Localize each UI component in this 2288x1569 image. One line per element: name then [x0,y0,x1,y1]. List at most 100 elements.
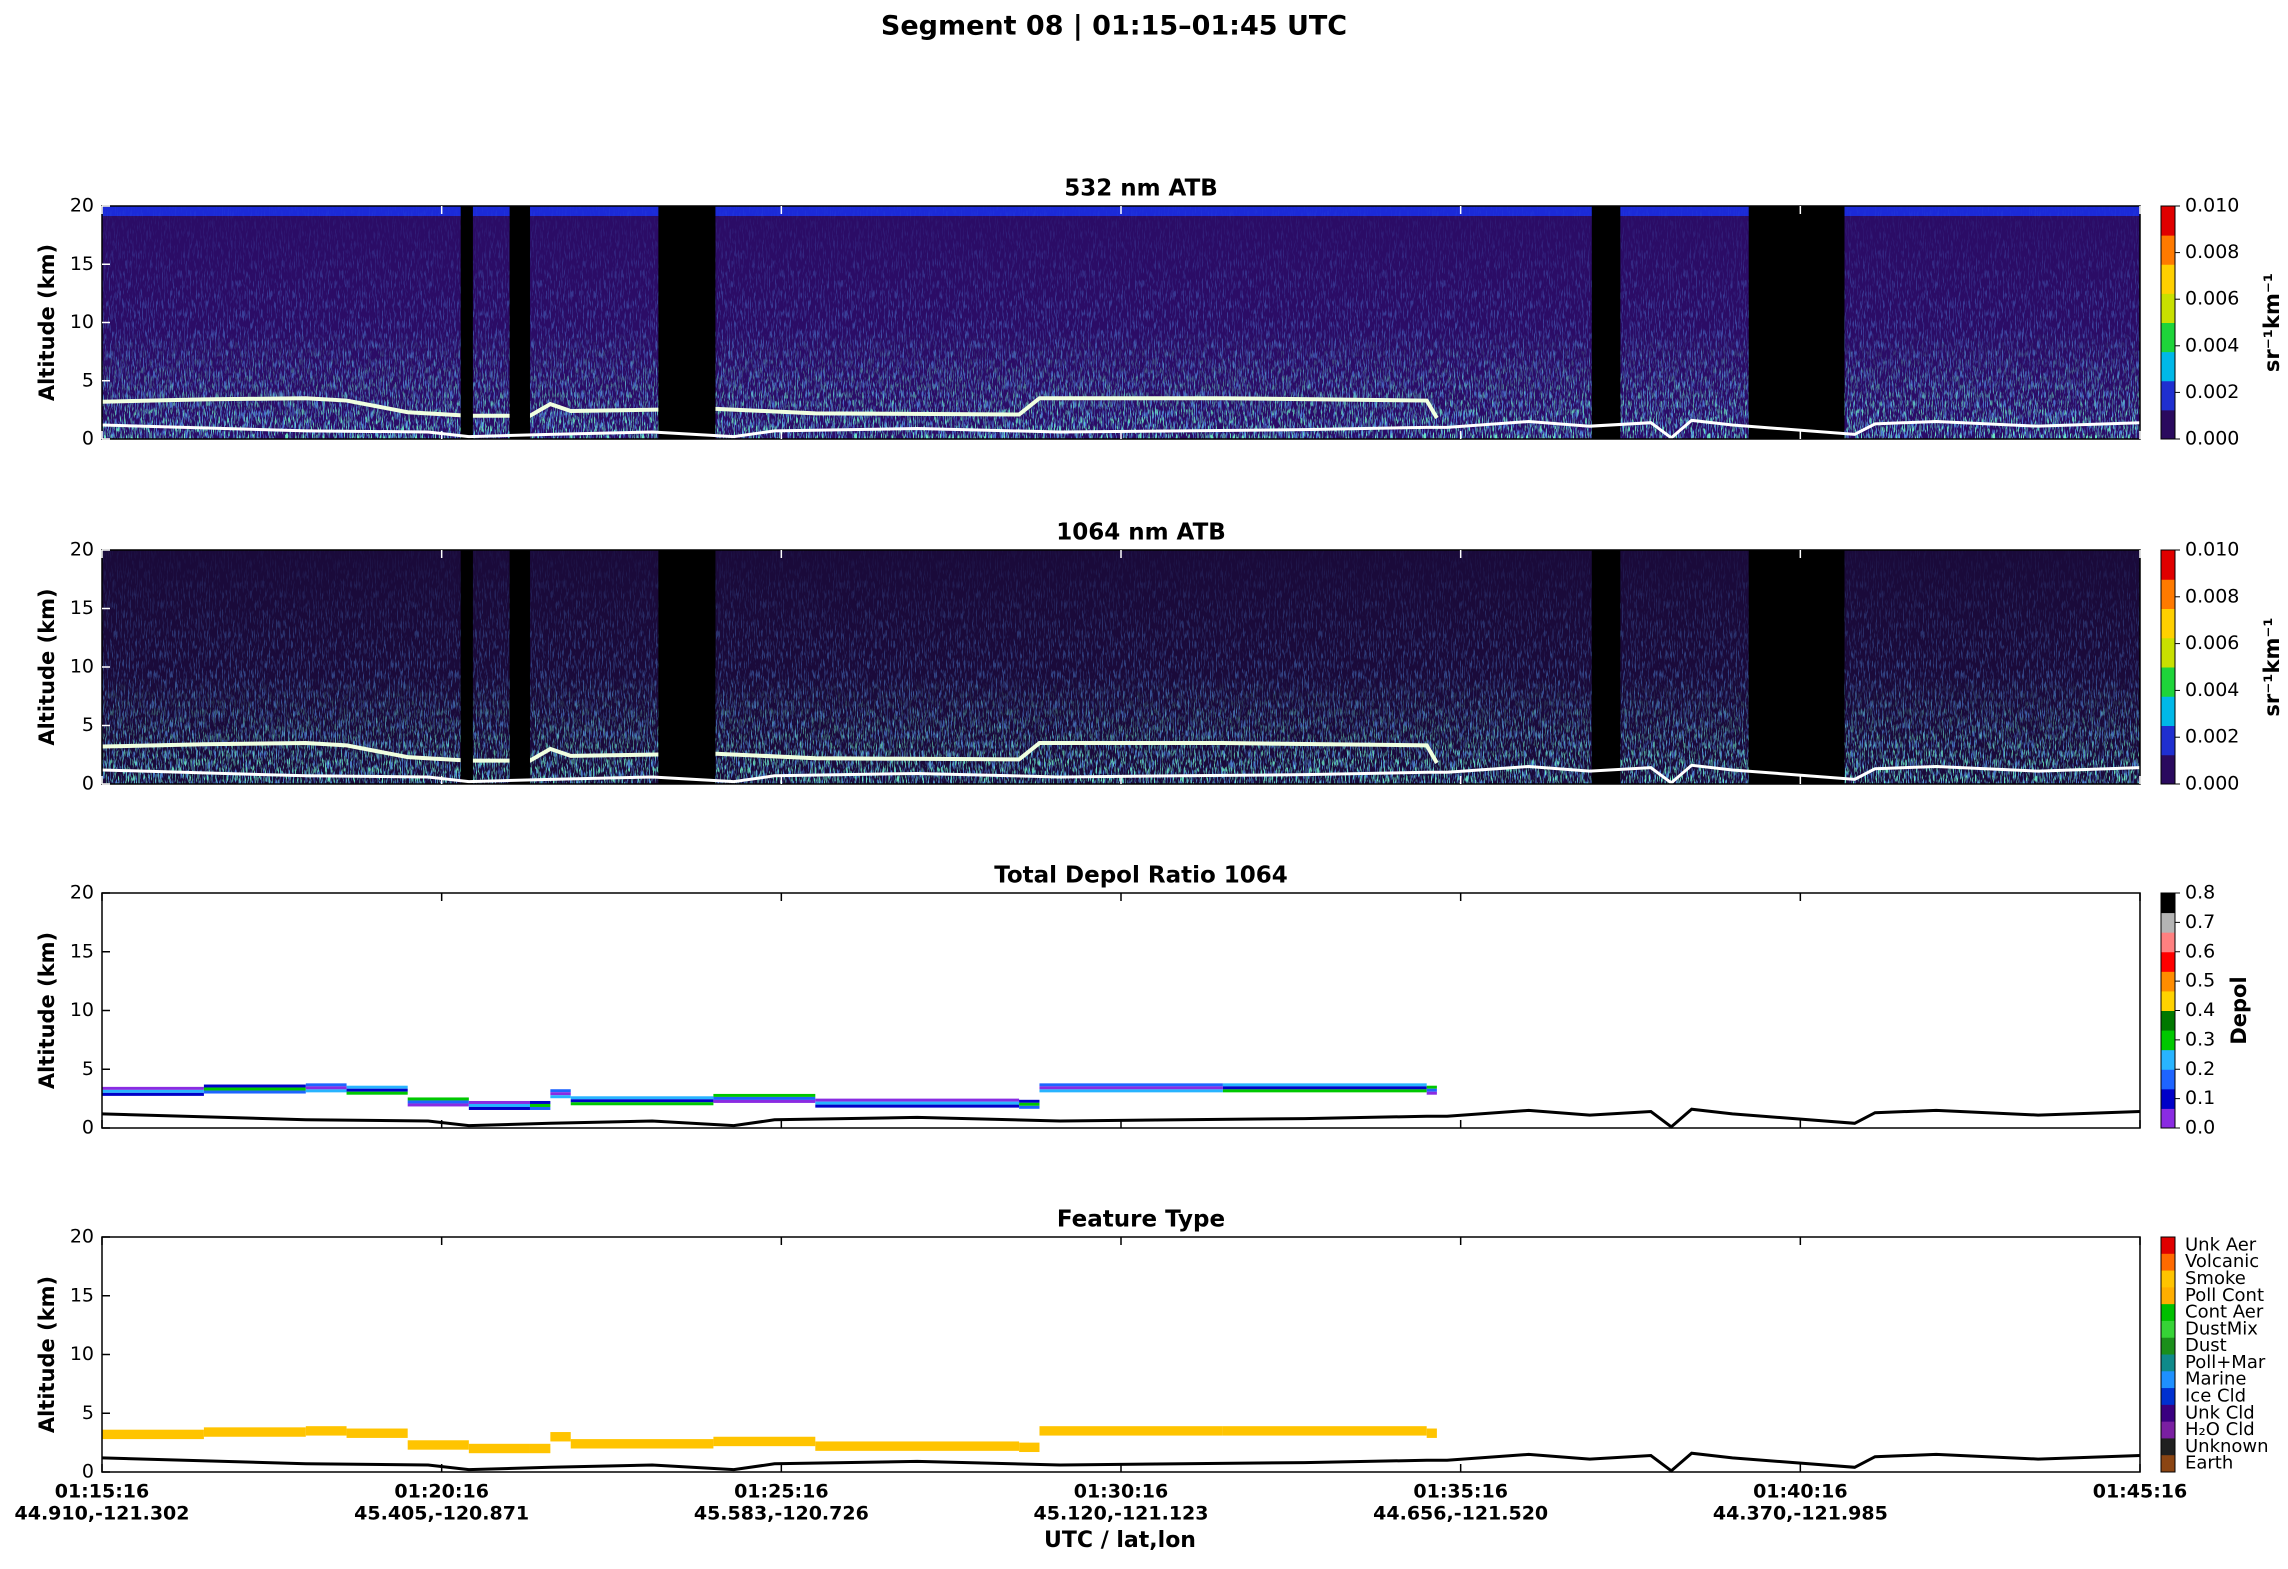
colorbar-tick-label: 0.004 [2185,334,2239,356]
y-tick-label: 10 [70,1343,94,1365]
depol-streak [1019,1105,1040,1109]
depol-streak [1426,1088,1437,1092]
y-tick-label: 15 [70,1284,94,1306]
colorbar-cell [2161,550,2175,580]
depol-streak [550,1095,571,1099]
y-tick-label: 20 [70,539,94,561]
feature-block [102,1429,204,1440]
x-tick-label: 01:15:16 [55,1481,150,1503]
y-tick-label: 5 [82,1058,94,1080]
colorbar-label: sr⁻¹km⁻¹ [2260,617,2284,716]
depol-streak [346,1091,408,1095]
depol-streak [468,1106,530,1110]
data-gap [658,206,716,439]
colorbar-class-label: Unknown [2185,1436,2269,1457]
depol-streak [529,1106,551,1110]
feature-block [550,1432,571,1442]
depol-streak [529,1103,551,1107]
depol-streak [713,1096,816,1100]
colorbar-tick-label: 0.006 [2185,288,2239,310]
panel [101,892,2141,1129]
panel-title: Feature Type [1057,1207,1225,1233]
feature-block [1019,1442,1040,1453]
data-gap [658,550,716,784]
colorbar-cell [2161,754,2175,785]
colorbar-class-label: Unk Cld [2185,1402,2255,1423]
depol-streak [468,1103,530,1107]
depol-streak [1222,1086,1427,1090]
colorbar-cell [2161,1069,2175,1090]
ground-line [101,763,2141,785]
y-axis-label: Altitude (km) [35,588,59,745]
colorbar-class-label: DustMix [2185,1318,2258,1339]
depol-streak [468,1100,530,1104]
y-tick-label: 15 [70,940,94,962]
colorbar-cell [2161,351,2175,382]
depol-streak [550,1092,571,1096]
feature-block [1426,1428,1437,1438]
colorbar-cell [2161,725,2175,756]
feature-block [713,1436,816,1447]
x-axis-label: UTC / lat,lon [1044,1528,1196,1553]
depol-streak [815,1104,1020,1108]
colorbar-cell [2161,579,2175,609]
colorbar-cell [2161,1270,2175,1288]
depol-streak [713,1093,816,1097]
panel-title: Total Depol Ratio 1064 [994,863,1288,889]
colorbar-tick-label: 0.2 [2185,1058,2215,1080]
colorbar-label: Depol [2227,976,2251,1044]
y-tick-label: 10 [70,656,94,678]
colorbar-cell [2161,235,2175,265]
depol-streak [203,1084,306,1088]
colorbar-tick-label: 0.002 [2185,381,2239,403]
colorbar-cell [2161,912,2175,933]
data-gap [1591,206,1621,439]
colorbar-cell [2161,1320,2175,1339]
depol-streak [346,1088,408,1092]
colorbar-tick-label: 0.000 [2185,773,2239,795]
x-tick-label: 01:20:16 [394,1481,489,1503]
x-tick-sublabel: 45.583,-120.726 [694,1503,869,1525]
depol-streak [102,1089,204,1093]
colorbar-tick-label: 0.3 [2185,1028,2215,1050]
feature-block [203,1427,306,1437]
y-tick-label: 20 [70,1226,94,1248]
y-tick-label: 5 [82,714,94,736]
colorbar-cell [2161,637,2175,668]
colorbar-class-label: Earth [2185,1453,2233,1474]
depol-streak [407,1103,469,1107]
depol-streak [305,1083,347,1087]
colorbar-tick-label: 0.010 [2185,195,2239,217]
colorbar-cell [2161,293,2175,323]
feature-block [570,1439,714,1449]
colorbar-class-label: Poll Cont [2185,1285,2264,1306]
y-tick-label: 10 [70,999,94,1021]
depol-streak [102,1092,204,1096]
colorbar-class-label: Unk Aer [2185,1234,2257,1255]
feature-block [815,1441,1020,1451]
depol-streak [203,1090,306,1094]
colorbar-class-label: Ice Cld [2185,1385,2246,1406]
x-tick-label: 01:25:16 [734,1481,829,1503]
colorbar-class-label: H₂O Cld [2185,1419,2255,1440]
colorbar-cell [2161,1237,2175,1255]
colorbar-cell [2161,206,2175,236]
depol-streak [570,1096,714,1100]
colorbar-cell [2161,1108,2175,1129]
depol-streak [1222,1089,1427,1093]
colorbar-cell [2161,1049,2175,1070]
colorbar-tick-label: 0.000 [2185,428,2239,450]
colorbar-cell [2161,1030,2175,1051]
colorbar-cell [2161,1287,2175,1305]
depol-streak [305,1086,347,1090]
colorbar-cell [2161,932,2175,953]
colorbar-cell [2161,380,2175,411]
colorbar-label: sr⁻¹km⁻¹ [2260,273,2284,372]
depol-streak [407,1097,469,1101]
x-tick-sublabel: 44.370,-121.985 [1713,1503,1888,1525]
y-tick-label: 5 [82,1402,94,1424]
depol-streak [1019,1102,1040,1106]
depol-streak [815,1098,1020,1102]
data-gap [460,206,473,439]
